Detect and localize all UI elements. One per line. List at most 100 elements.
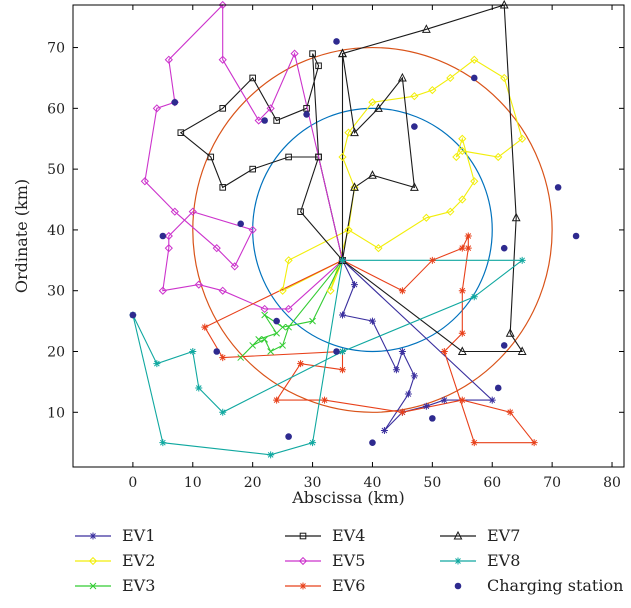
charging-station-point-8 bbox=[285, 433, 292, 440]
route-point-ev6-17 bbox=[297, 360, 305, 368]
route-point-ev3-10 bbox=[267, 348, 274, 355]
legend-label: EV7 bbox=[487, 526, 520, 545]
charging-station-point-18 bbox=[500, 244, 508, 252]
route-line-ev4 bbox=[179, 53, 344, 261]
route-point-ev7-5 bbox=[511, 212, 521, 222]
charging-station-point-11 bbox=[333, 38, 340, 45]
legend-marker bbox=[299, 532, 307, 540]
route-point-ev2-9 bbox=[428, 85, 437, 95]
route-point-ev7-7 bbox=[517, 346, 527, 355]
route-markers bbox=[129, 0, 538, 459]
charging-station-point-17 bbox=[500, 342, 508, 349]
route-point-ev5-6 bbox=[218, 0, 227, 10]
route-point-ev8-13 bbox=[339, 256, 347, 264]
route-point-ev4-14 bbox=[315, 153, 322, 161]
route-point-ev4-13 bbox=[309, 50, 316, 57]
route-point-ev8-8 bbox=[153, 360, 161, 368]
legend-marker bbox=[454, 557, 462, 565]
route-point-ev7-13 bbox=[397, 72, 407, 82]
route-point-ev5-18 bbox=[158, 286, 167, 295]
route-point-ev6-9 bbox=[440, 348, 448, 355]
route-point-ev2-13 bbox=[518, 134, 527, 143]
charging-station-point-6 bbox=[261, 117, 268, 124]
route-point-ev8-11 bbox=[267, 451, 275, 459]
charging-station-point-9 bbox=[303, 111, 310, 118]
route-point-ev7-8 bbox=[457, 346, 467, 355]
route-point-ev1-6 bbox=[398, 348, 406, 355]
x-axis-label: Abscissa (km) bbox=[291, 488, 404, 507]
route-point-ev6-13 bbox=[458, 396, 466, 404]
route-point-ev6-8 bbox=[458, 329, 466, 337]
y-axis-label: Ordinate (km) bbox=[12, 179, 31, 293]
x-tick-label: 40 bbox=[364, 475, 382, 491]
route-line-ev6 bbox=[204, 235, 536, 444]
route-point-ev6-20 bbox=[219, 354, 227, 362]
route-point-ev6-5 bbox=[464, 232, 472, 240]
route-point-ev6-7 bbox=[458, 287, 466, 295]
route-point-ev7-6 bbox=[505, 328, 515, 337]
route-point-ev2-25 bbox=[278, 286, 287, 295]
route-point-ev7-16 bbox=[338, 48, 347, 58]
route-point-ev2-15 bbox=[458, 146, 467, 156]
route-point-ev6-21 bbox=[201, 323, 209, 331]
route-point-ev1-5 bbox=[392, 366, 400, 374]
route-point-ev6-18 bbox=[339, 366, 347, 374]
route-point-ev5-16 bbox=[164, 231, 173, 241]
route-point-ev8-5 bbox=[219, 408, 227, 416]
y-tick-label: 60 bbox=[47, 101, 65, 117]
route-point-ev1-7 bbox=[410, 372, 418, 380]
route-point-ev5-22 bbox=[284, 304, 293, 314]
route-point-ev7-12 bbox=[409, 182, 419, 191]
route-point-ev3-6 bbox=[255, 335, 263, 343]
route-point-ev6-4 bbox=[458, 244, 466, 252]
route-point-ev8-4 bbox=[339, 348, 347, 355]
legend-label: EV8 bbox=[487, 551, 520, 570]
route-point-ev5-4 bbox=[254, 116, 263, 125]
route-point-ev1-4 bbox=[368, 317, 376, 325]
route-point-ev4-9 bbox=[249, 74, 256, 82]
charging-station-point-12 bbox=[369, 439, 376, 446]
route-point-ev2-10 bbox=[446, 73, 455, 83]
y-tick-label: 20 bbox=[47, 345, 65, 361]
charging-station-point-15 bbox=[470, 74, 478, 82]
route-point-ev5-14 bbox=[248, 225, 257, 235]
route-point-ev2-21 bbox=[422, 213, 431, 222]
route-point-ev2-24 bbox=[284, 256, 293, 265]
route-point-ev8-10 bbox=[159, 439, 167, 447]
route-point-ev5-20 bbox=[218, 286, 227, 295]
route-point-ev6-6 bbox=[464, 244, 472, 252]
route-point-ev7-10 bbox=[350, 182, 359, 191]
route-point-ev5-19 bbox=[194, 280, 203, 289]
legend: EV1 EV2 EV3 EV4 EV5 EV6 EV7 EV8 Charging station bbox=[75, 526, 623, 595]
charging-station-point-7 bbox=[273, 317, 280, 325]
route-point-ev2-8 bbox=[410, 92, 419, 101]
route-point-ev6-2 bbox=[398, 287, 406, 295]
radius-circle-1 bbox=[252, 107, 493, 353]
route-point-ev4-8 bbox=[219, 105, 227, 112]
route-point-ev5-7 bbox=[164, 55, 173, 64]
route-point-ev5-2 bbox=[290, 49, 299, 58]
route-point-ev5-10 bbox=[140, 177, 149, 186]
route-point-ev3-12 bbox=[285, 323, 292, 331]
route-point-ev3-5 bbox=[273, 329, 280, 337]
x-tick-label: 0 bbox=[128, 475, 137, 491]
route-point-ev5-5 bbox=[218, 55, 227, 64]
charging-station-point-16 bbox=[494, 384, 502, 392]
route-point-ev1-11 bbox=[422, 402, 430, 410]
route-point-ev2-14 bbox=[494, 152, 503, 162]
charging-station-point-1 bbox=[129, 311, 137, 319]
route-point-ev5-11 bbox=[170, 207, 179, 216]
legend-marker bbox=[89, 582, 97, 590]
legend-label: EV1 bbox=[122, 526, 155, 545]
legend-marker bbox=[298, 556, 308, 566]
y-tick-label: 50 bbox=[47, 162, 65, 178]
legend-marker bbox=[299, 582, 307, 590]
charging-station-point-20 bbox=[572, 232, 580, 240]
route-point-ev1-9 bbox=[380, 427, 388, 435]
legend-marker bbox=[88, 556, 98, 566]
radius-circle-2 bbox=[192, 46, 553, 413]
charging-station-point-3 bbox=[171, 98, 179, 106]
legend-item-ev3: EV3 bbox=[75, 576, 155, 595]
route-point-ev8-12 bbox=[309, 439, 317, 447]
route-point-ev2-18 bbox=[470, 177, 479, 186]
